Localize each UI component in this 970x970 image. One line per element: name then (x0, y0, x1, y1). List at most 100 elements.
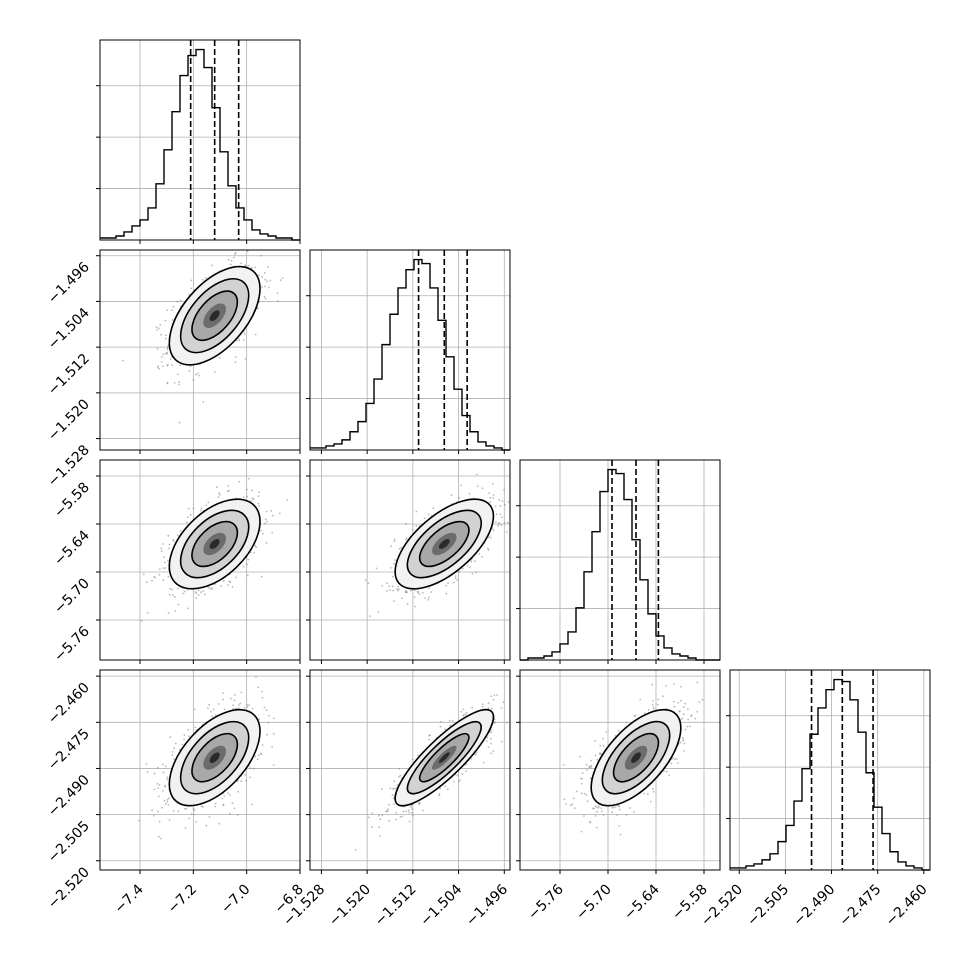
scatter-point (672, 700, 675, 703)
contour-line-2 (191, 290, 239, 342)
density-fill-4 (438, 539, 450, 549)
scatter-point (590, 759, 592, 762)
y-tick-label-3-2: −2.490 (45, 772, 93, 820)
scatter-point (229, 581, 232, 584)
scatter-point (146, 612, 149, 614)
scatter-point (414, 605, 416, 608)
scatter-point (204, 593, 206, 596)
scatter-point (161, 806, 164, 809)
scatter-point (263, 295, 266, 298)
panel-frame (309, 459, 511, 661)
scatter-point (585, 794, 588, 796)
scatter-point (176, 373, 179, 376)
scatter-point (162, 567, 165, 569)
scatter-point (171, 750, 174, 753)
scatter-point (164, 765, 167, 768)
scatter-point (395, 818, 398, 821)
scatter-panel-3-2: −5.76 −5.70 −5.64 −5.58 (516, 669, 721, 923)
scatter-point (583, 815, 585, 817)
histogram-step (100, 48, 300, 241)
scatter-point (162, 763, 164, 766)
scatter-point (172, 538, 175, 541)
scatter-point (140, 620, 143, 622)
histogram-panel-0 (96, 39, 301, 244)
scatter-point (153, 575, 156, 578)
scatter-point (643, 712, 646, 715)
scatter-point (386, 582, 388, 585)
scatter-point (390, 567, 392, 569)
scatter-point (239, 702, 242, 705)
scatter-point (210, 588, 213, 591)
panel-frame (99, 39, 301, 241)
scatter-point (452, 780, 455, 783)
scatter-point (159, 837, 162, 840)
scatter-point (599, 744, 602, 747)
scatter-point (173, 747, 176, 749)
scatter-point (247, 558, 250, 561)
scatter-point (181, 743, 184, 746)
x-tick-label-3-4: −2.460 (883, 882, 931, 930)
scatter-point (208, 703, 211, 706)
scatter-point (217, 703, 220, 705)
scatter-point (423, 517, 426, 519)
scatter-point (618, 825, 621, 827)
scatter-point (632, 810, 635, 813)
scatter-point (261, 286, 263, 288)
scatter-point (247, 265, 250, 267)
scatter-point (491, 707, 493, 710)
scatter-point (264, 297, 267, 300)
scatter-point (404, 522, 407, 525)
scatter-panel-2-1 (306, 459, 511, 664)
scatter-point (408, 820, 411, 823)
scatter-point (581, 772, 584, 774)
scatter-point (235, 576, 237, 579)
y-tick-label-3-1: −2.505 (45, 818, 93, 866)
scatter-point (397, 589, 399, 592)
x-tick-label-1-3: −1.504 (417, 881, 465, 929)
scatter-point (683, 750, 685, 752)
scatter-point (223, 708, 226, 711)
scatter-point (204, 276, 207, 279)
scatter-point (410, 806, 412, 808)
scatter-point (235, 252, 237, 254)
panel-frame (729, 669, 931, 871)
scatter-point (494, 505, 497, 508)
scatter-point (471, 706, 473, 709)
scatter-point (260, 575, 263, 578)
scatter-point (438, 794, 441, 797)
scatter-point (173, 382, 176, 384)
contour-line-0 (168, 498, 261, 590)
scatter-point (185, 808, 188, 810)
contour-line-1 (406, 509, 482, 579)
histogram-panel-1 (306, 249, 511, 454)
scatter-point (254, 755, 256, 758)
scatter-point (192, 379, 195, 381)
scatter-point (264, 518, 267, 520)
scatter-point (586, 800, 589, 803)
scatter-point (651, 703, 654, 706)
scatter-point (272, 764, 275, 766)
scatter-point (231, 802, 234, 804)
scatter-point (650, 800, 652, 803)
scatter-point (166, 800, 169, 803)
scatter-point (188, 735, 190, 738)
scatter-point (576, 790, 578, 793)
scatter-point (169, 736, 172, 738)
scatter-point (489, 496, 492, 499)
scatter-point (183, 738, 186, 741)
scatter-point (354, 849, 357, 851)
scatter-point (244, 773, 246, 776)
scatter-point (251, 707, 254, 710)
scatter-point (428, 738, 430, 741)
scatter-point (458, 497, 461, 499)
scatter-point (595, 806, 598, 809)
scatter-point (183, 590, 186, 593)
scatter-point (158, 573, 161, 576)
panel-frame (99, 249, 301, 451)
scatter-point (625, 721, 628, 724)
scatter-point (424, 597, 427, 600)
scatter-point (243, 333, 246, 335)
scatter-point (162, 789, 165, 792)
scatter-point (450, 494, 453, 496)
scatter-point (210, 710, 212, 713)
